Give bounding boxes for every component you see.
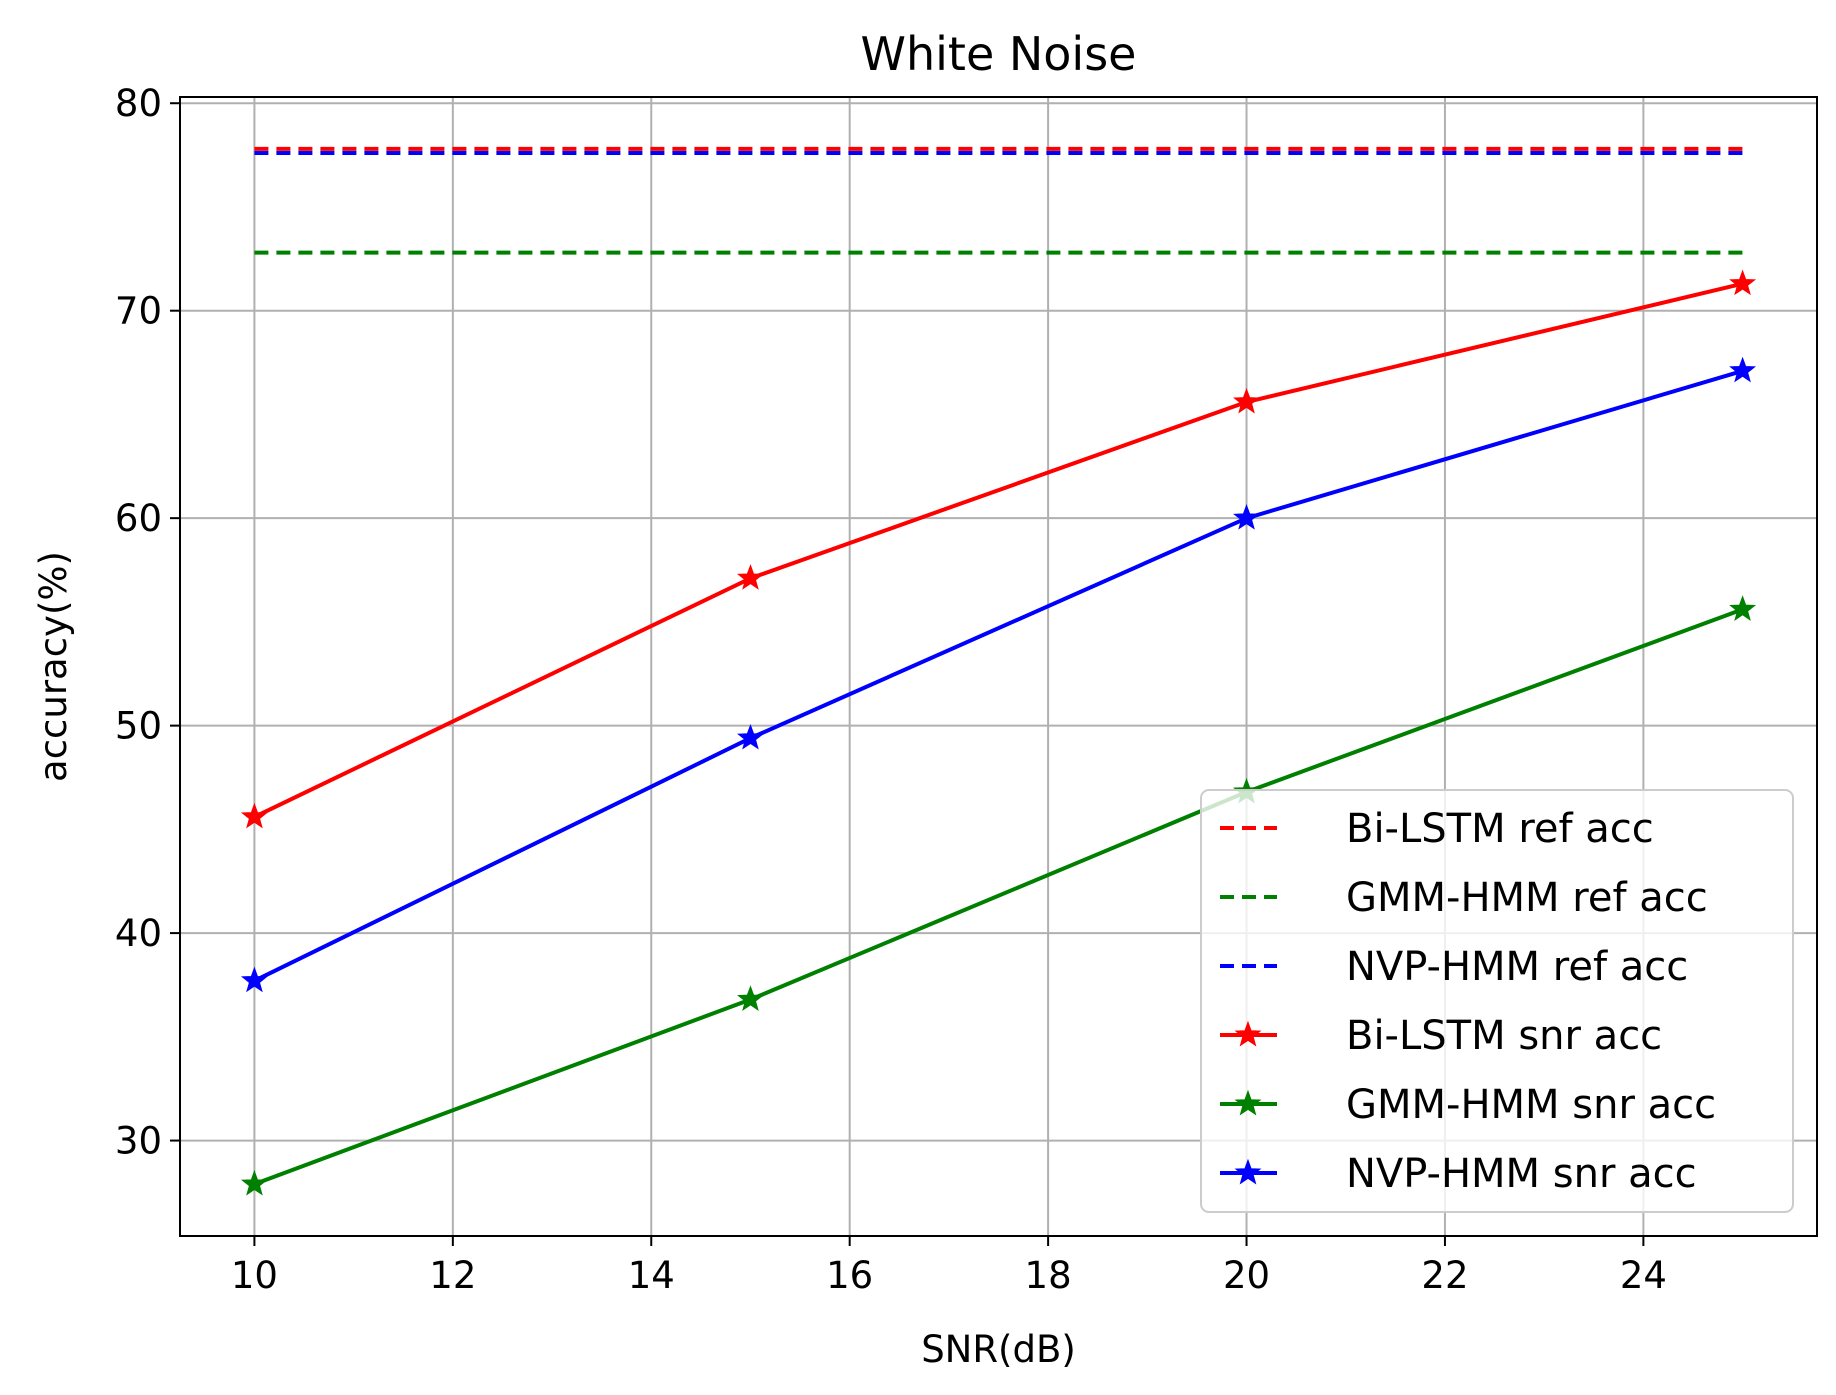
plot-frame <box>179 96 1818 1237</box>
data-point-bi-lstm-snr-acc <box>1729 269 1757 296</box>
legend-label: NVP-HMM snr acc <box>1346 1151 1697 1197</box>
legend-label: GMM-HMM ref acc <box>1346 875 1708 921</box>
legend-label: NVP-HMM ref acc <box>1346 944 1688 990</box>
y-tick-label: 50 <box>115 705 162 748</box>
axis-ticks: 10 12 14 16 18 20 22 24 30 40 50 60 70 80 <box>115 82 1667 1297</box>
chart-title: White Noise <box>861 27 1137 81</box>
x-tick-label: 22 <box>1421 1254 1468 1297</box>
data-point-nvp-hmm-snr-acc <box>737 723 764 750</box>
data-point-nvp-hmm-snr-acc <box>1233 504 1260 530</box>
y-tick-label: 80 <box>115 82 162 125</box>
legend: Bi-LSTM ref acc GMM-HMM ref acc NVP-HMM re… <box>1200 789 1794 1213</box>
series-line-bi-lstm-snr-acc <box>253 281 1744 819</box>
x-tick-label: 16 <box>826 1254 873 1297</box>
legend-marker <box>1234 1020 1262 1047</box>
data-point-gmm-hmm-snr-acc <box>240 1169 268 1196</box>
x-tick-label: 18 <box>1025 1254 1072 1297</box>
data-point-nvp-hmm-snr-acc <box>1729 356 1757 383</box>
data-point-nvp-hmm-snr-acc <box>240 966 268 993</box>
data-point-gmm-hmm-snr-acc <box>737 985 764 1011</box>
data-point-bi-lstm-snr-acc <box>240 802 268 829</box>
data-point-bi-lstm-snr-acc <box>737 564 764 590</box>
x-tick-label: 20 <box>1223 1254 1270 1297</box>
y-axis-label: accuracy(%) <box>32 551 75 782</box>
legend-marker <box>1234 1158 1262 1185</box>
x-axis-label: SNR(dB) <box>921 1328 1076 1371</box>
legend-label: GMM-HMM snr acc <box>1346 1082 1716 1128</box>
y-tick-label: 30 <box>115 1120 162 1163</box>
series-line-nvp-hmm-snr-acc <box>253 368 1744 983</box>
legend-label: Bi-LSTM snr acc <box>1346 1013 1662 1059</box>
y-tick-label: 70 <box>115 290 162 333</box>
data-point-gmm-hmm-snr-acc <box>1729 595 1757 621</box>
y-tick-label: 40 <box>115 912 162 955</box>
x-tick-label: 10 <box>231 1254 278 1297</box>
legend-marker <box>1234 1089 1262 1116</box>
x-tick-label: 12 <box>429 1254 476 1297</box>
x-tick-label: 24 <box>1620 1254 1667 1297</box>
series-line-gmm-hmm-snr-acc <box>253 607 1744 1186</box>
x-tick-label: 14 <box>628 1254 675 1297</box>
series-lines <box>240 146 1757 1196</box>
legend-box <box>1200 789 1794 1213</box>
data-point-bi-lstm-snr-acc <box>1233 387 1260 414</box>
y-tick-label: 60 <box>115 497 162 540</box>
legend-label: Bi-LSTM ref acc <box>1346 806 1654 852</box>
